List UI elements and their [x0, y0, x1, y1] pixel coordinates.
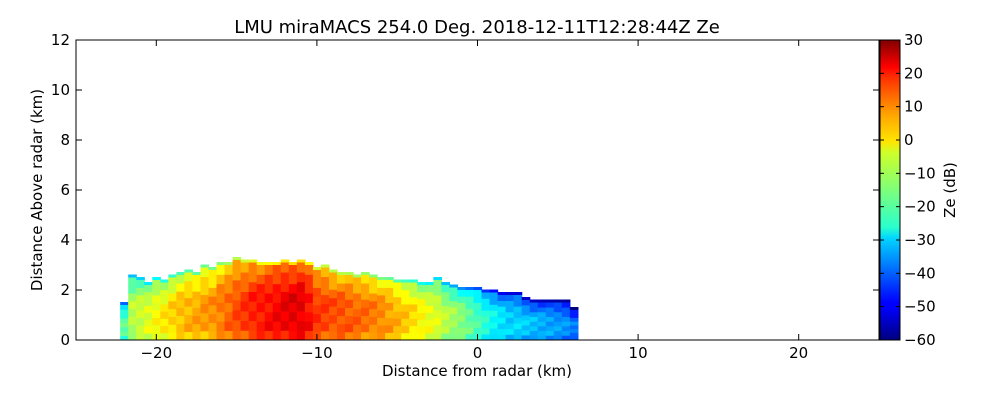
echo-column	[361, 272, 370, 340]
colorbar-tick-label: −50	[904, 298, 936, 316]
x-tick-label: −10	[301, 344, 333, 362]
echo-column	[272, 262, 282, 340]
echo-column	[176, 272, 185, 340]
echo-column	[224, 262, 234, 340]
x-tick-label: −20	[140, 344, 172, 362]
y-tick-label: 0	[60, 331, 70, 349]
echo-column	[256, 262, 266, 340]
echo-column	[264, 262, 274, 340]
echo-column	[473, 287, 483, 340]
echo-column	[441, 282, 450, 340]
y-tick-label: 8	[60, 131, 70, 149]
x-tick-label: 0	[473, 344, 483, 362]
y-tick-label: 12	[51, 31, 70, 49]
echo-column	[320, 264, 330, 340]
y-tick-label: 4	[60, 231, 70, 249]
x-axis-ticks: −20 −10 0 10 20	[140, 40, 808, 362]
echo-column	[393, 279, 402, 340]
echo-column	[417, 282, 426, 340]
echo-column	[457, 287, 467, 340]
echo-column	[345, 272, 354, 340]
echo-column	[216, 262, 226, 340]
echo-column	[369, 274, 378, 340]
y-axis-label: Distance Above radar (km)	[28, 89, 46, 291]
echo-column	[120, 302, 129, 340]
echo-column	[136, 277, 145, 340]
echo-column	[312, 267, 322, 340]
echo-column	[513, 292, 523, 340]
echo-column	[288, 262, 298, 340]
colorbar-tick-label: −40	[904, 264, 936, 282]
echo-column	[377, 277, 386, 340]
echo-column	[128, 274, 137, 340]
x-tick-label: 10	[629, 344, 648, 362]
echo-column	[385, 277, 394, 340]
echo-column	[168, 274, 177, 340]
echo-column	[465, 287, 475, 340]
x-tick-label: 20	[789, 344, 808, 362]
colorbar-label: Ze (dB)	[941, 162, 959, 218]
colorbar	[879, 39, 901, 341]
echo-column	[160, 279, 169, 340]
echo-column	[569, 307, 579, 340]
y-tick-label: 2	[60, 281, 70, 299]
echo-column	[545, 299, 555, 340]
chart-title: LMU miraMACS 254.0 Deg. 2018-12-11T12:28…	[234, 17, 720, 38]
colorbar-tick-label: 0	[904, 131, 914, 149]
y-axis-ticks: 0 2 4 6 8 10 12	[51, 31, 879, 349]
echo-column	[561, 299, 571, 340]
echo-column	[200, 264, 210, 340]
echo-column	[192, 272, 202, 340]
echo-column	[481, 289, 491, 340]
echo-column	[553, 299, 563, 340]
y-tick-label: 6	[60, 181, 70, 199]
echo-column	[529, 299, 539, 340]
y-tick-label: 10	[51, 81, 70, 99]
echo-column	[296, 259, 306, 340]
colorbar-tick-label: 20	[904, 64, 923, 82]
echo-column	[152, 277, 161, 340]
echo-column	[497, 292, 507, 340]
echo-column	[521, 297, 531, 340]
echo-column	[425, 282, 434, 340]
echo-column	[489, 289, 499, 340]
colorbar-tick-label: −30	[904, 231, 936, 249]
colorbar-tick-label: −60	[904, 331, 936, 349]
echo-column	[401, 279, 410, 340]
echo-column	[505, 292, 515, 340]
echo-column	[248, 259, 258, 340]
radar-echo-field	[120, 257, 579, 340]
echo-column	[328, 269, 338, 340]
echo-column	[449, 284, 459, 340]
echo-column	[280, 259, 290, 340]
colorbar-tick-label: −10	[904, 164, 936, 182]
echo-column	[208, 267, 218, 340]
echo-column	[240, 259, 250, 340]
colorbar-tick-label: 10	[904, 98, 923, 116]
colorbar-ticks: 30 20 10 0 −10 −20 −30 −40 −50 −60	[880, 31, 936, 349]
colorbar-tick-label: 30	[904, 31, 923, 49]
echo-column	[537, 299, 547, 340]
x-axis-label: Distance from radar (km)	[382, 362, 572, 380]
echo-column	[232, 257, 242, 340]
colorbar-tick-label: −20	[904, 198, 936, 216]
echo-column	[184, 269, 194, 340]
echo-column	[409, 279, 418, 340]
echo-column	[304, 262, 314, 340]
echo-column	[144, 282, 153, 340]
echo-column	[336, 272, 346, 340]
echo-column	[353, 274, 362, 340]
echo-column	[433, 277, 442, 340]
